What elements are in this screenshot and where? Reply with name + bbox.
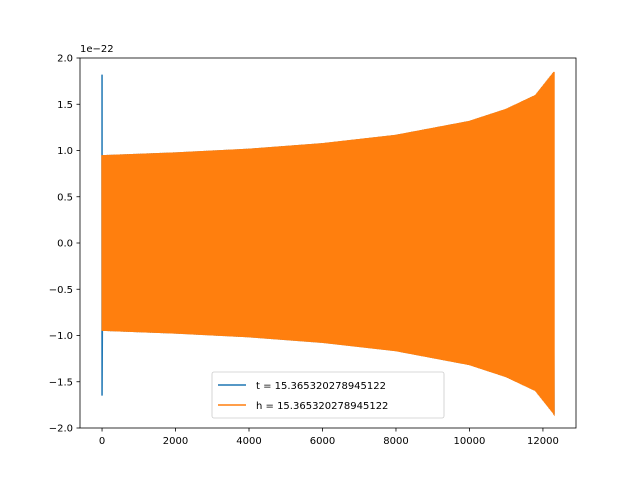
plot-area xyxy=(101,71,555,417)
x-tick-label: 2000 xyxy=(163,436,188,447)
x-tick-label: 6000 xyxy=(310,436,335,447)
legend-box xyxy=(211,371,445,419)
y-tick-label: 1.5 xyxy=(57,100,73,111)
x-tick-label: 10000 xyxy=(454,436,486,447)
series-line-h xyxy=(101,71,555,417)
legend: t = 15.365320278945122 h = 15.36532027894… xyxy=(211,371,445,419)
legend-label: h = 15.365320278945122 xyxy=(256,401,388,412)
x-axis: 0 2000 4000 6000 8000 10000 12000 xyxy=(99,428,559,447)
legend-label: t = 15.365320278945122 xyxy=(256,381,386,392)
y-axis: 2.0 1.5 1.0 0.5 0.0 −0.5 −1.0 −1.5 −2.0 xyxy=(49,54,80,435)
y-offset-label: 1e−22 xyxy=(80,44,114,55)
y-tick-label: −1.0 xyxy=(49,331,73,342)
y-tick-label: −0.5 xyxy=(49,285,73,296)
x-tick-label: 0 xyxy=(99,436,105,447)
y-tick-label: −2.0 xyxy=(49,424,73,435)
y-tick-label: 0.0 xyxy=(57,239,73,250)
x-tick-label: 8000 xyxy=(383,436,408,447)
y-tick-label: 2.0 xyxy=(57,54,73,65)
y-tick-label: −1.5 xyxy=(49,377,73,388)
x-tick-label: 4000 xyxy=(236,436,261,447)
x-tick-label: 12000 xyxy=(527,436,559,447)
y-tick-label: 1.0 xyxy=(57,146,73,157)
y-tick-label: 0.5 xyxy=(57,192,73,203)
